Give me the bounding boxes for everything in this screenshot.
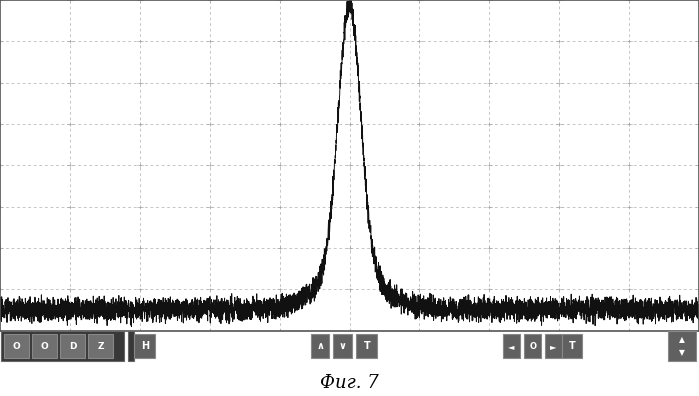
FancyBboxPatch shape — [503, 334, 520, 358]
FancyBboxPatch shape — [562, 334, 582, 358]
FancyBboxPatch shape — [88, 334, 113, 358]
Text: T: T — [363, 341, 370, 351]
Text: D: D — [69, 342, 76, 350]
Text: ∧: ∧ — [316, 341, 324, 351]
Text: ◄: ◄ — [508, 342, 515, 350]
Text: Z: Z — [97, 342, 104, 350]
FancyBboxPatch shape — [128, 331, 134, 361]
Text: Фиг. 7: Фиг. 7 — [320, 374, 379, 392]
FancyBboxPatch shape — [333, 334, 352, 358]
Text: O: O — [13, 342, 21, 350]
Text: ▼: ▼ — [679, 348, 684, 357]
Text: 50.0 ns/div: 50.0 ns/div — [189, 341, 258, 351]
Text: 1.52V: 1.52V — [606, 341, 642, 351]
Text: H: H — [140, 341, 149, 351]
FancyBboxPatch shape — [134, 334, 155, 358]
FancyBboxPatch shape — [524, 334, 541, 358]
Text: O: O — [41, 342, 49, 350]
FancyBboxPatch shape — [1, 331, 124, 361]
FancyBboxPatch shape — [545, 334, 562, 358]
Text: ▲: ▲ — [679, 335, 684, 344]
Text: 582.000 ns: 582.000 ns — [399, 341, 468, 351]
FancyBboxPatch shape — [4, 334, 29, 358]
FancyBboxPatch shape — [311, 334, 329, 358]
Text: T: T — [568, 341, 575, 351]
FancyBboxPatch shape — [60, 334, 85, 358]
FancyBboxPatch shape — [356, 334, 377, 358]
Text: ►: ► — [550, 342, 557, 350]
FancyBboxPatch shape — [32, 334, 57, 358]
Text: O: O — [529, 342, 536, 350]
FancyBboxPatch shape — [668, 331, 696, 361]
Text: ∨: ∨ — [338, 341, 347, 351]
